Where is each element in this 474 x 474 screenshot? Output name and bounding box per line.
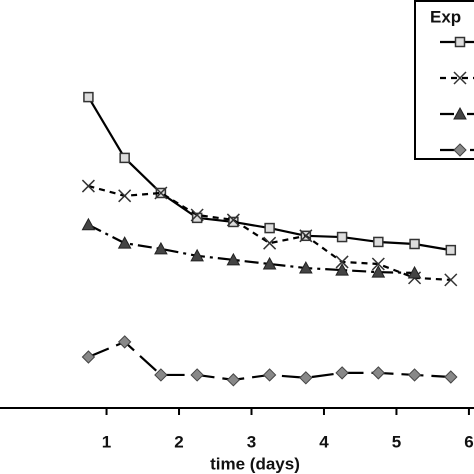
legend-marker xyxy=(453,71,467,85)
marker xyxy=(336,231,348,243)
marker xyxy=(335,255,349,269)
marker xyxy=(299,261,313,274)
x-tick-label: 1 xyxy=(102,432,111,451)
x-tick-label: 5 xyxy=(392,432,401,451)
marker xyxy=(262,256,277,270)
marker xyxy=(226,213,240,227)
marker xyxy=(299,229,313,243)
marker xyxy=(117,335,132,349)
legend-title: Exp xyxy=(430,7,461,26)
marker xyxy=(119,152,130,164)
legend-marker xyxy=(454,36,466,48)
legend-box xyxy=(414,0,474,160)
legend-marker xyxy=(453,143,467,157)
x-tick-label: 3 xyxy=(247,432,256,451)
marker xyxy=(335,366,349,380)
marker xyxy=(154,241,168,255)
series-line xyxy=(87,223,415,275)
marker xyxy=(264,222,275,234)
marker xyxy=(191,212,203,224)
marker xyxy=(299,371,313,385)
marker xyxy=(190,248,204,262)
marker xyxy=(226,373,241,387)
marker xyxy=(371,257,385,271)
marker xyxy=(444,273,458,287)
marker xyxy=(409,238,420,250)
marker xyxy=(335,263,349,276)
marker xyxy=(117,236,132,249)
marker xyxy=(262,368,277,382)
marker xyxy=(154,186,168,200)
marker xyxy=(445,244,457,256)
marker xyxy=(444,370,458,384)
marker xyxy=(226,252,241,266)
marker xyxy=(407,265,422,279)
marker xyxy=(371,265,386,278)
x-tick-label: 2 xyxy=(174,432,183,451)
marker xyxy=(118,189,132,203)
marker xyxy=(190,208,204,222)
x-axis-label: time (days) xyxy=(210,454,300,473)
marker xyxy=(81,217,96,231)
marker xyxy=(81,350,96,364)
marker xyxy=(154,368,168,382)
marker xyxy=(371,366,386,380)
marker xyxy=(373,236,384,248)
legend-marker xyxy=(453,106,467,120)
marker xyxy=(81,179,95,193)
marker xyxy=(190,368,204,382)
x-tick-label: 6 xyxy=(464,432,473,451)
marker xyxy=(83,91,94,103)
marker xyxy=(407,368,422,382)
x-tick-label: 4 xyxy=(319,432,329,451)
marker xyxy=(263,236,277,250)
